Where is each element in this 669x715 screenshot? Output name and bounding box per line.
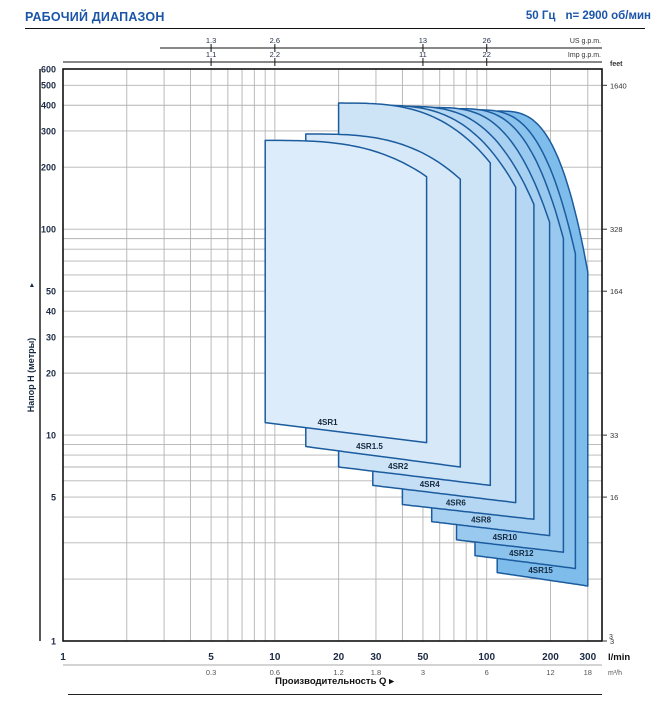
x-tick-label: 20	[333, 652, 345, 663]
x-top-tick-label-us: 1.3	[206, 36, 216, 45]
y-tick-label: 40	[46, 307, 56, 317]
x-axis-title: Производительность Q ▸	[0, 676, 669, 687]
frequency-value: 50 Гц	[525, 10, 556, 22]
x-secondary-tick-label: 6	[485, 668, 489, 677]
x-top-tick-label-imp: 11	[419, 50, 427, 59]
y-right-tick-label: 164	[610, 287, 623, 296]
y-tick-label: 1	[51, 636, 56, 646]
curve-label-4SR8: 4SR8	[471, 515, 492, 524]
x-unit-label-m3h: m³/h	[608, 670, 622, 677]
x-tick-label: 300	[579, 652, 596, 663]
x-secondary-tick-label: 0.3	[206, 668, 216, 677]
y-axis-arrow-icon: ▸	[27, 283, 36, 287]
x-unit-label-lmin: l/min	[608, 652, 630, 663]
x-top-tick-label-us: 13	[419, 36, 427, 45]
y-right-bottom-label: 3	[609, 634, 613, 641]
y-tick-label: 30	[46, 332, 56, 342]
y-right-tick-label: 1640	[610, 81, 627, 90]
speed-value: n= 2900 об/мин	[565, 10, 651, 22]
y-tick-label: 200	[41, 163, 56, 173]
x-top-tick-label-imp: 22	[483, 50, 491, 59]
y-tick-label: 300	[41, 126, 56, 136]
curve-label-4SR10: 4SR10	[493, 533, 518, 542]
curve-label-4SR15: 4SR15	[528, 566, 553, 575]
y-right-tick-label: 16	[610, 493, 618, 502]
x-tick-label: 50	[417, 652, 429, 663]
curve-label-4SR1: 4SR1	[318, 418, 339, 427]
footer-divider	[68, 694, 602, 695]
y-right-tick-label: 3	[610, 637, 614, 646]
x-tick-label: 100	[478, 652, 495, 663]
x-secondary-tick-label: 1.2	[333, 668, 343, 677]
x-top-unit-label-imp: Imp g.p.m.	[568, 52, 601, 59]
curve-label-4SR4: 4SR4	[420, 480, 441, 489]
plot-frame	[62, 68, 603, 642]
x-axis-title-label: Производительность Q	[275, 676, 387, 687]
header-divider	[25, 28, 645, 29]
x-tick-label: 10	[269, 652, 281, 663]
y-tick-label: 10	[46, 431, 56, 441]
x-top-tick-label-us: 26	[483, 36, 491, 45]
y-tick-label: 600	[41, 64, 56, 74]
x-top-tick-label-imp: 1.1	[206, 50, 216, 59]
x-top-tick-label-imp: 2.2	[270, 50, 280, 59]
y-tick-label: 5	[51, 492, 56, 502]
x-tick-label: 5	[208, 652, 214, 663]
x-secondary-tick-label: 3	[421, 668, 425, 677]
x-secondary-tick-label: 1.8	[371, 668, 381, 677]
curve-label-4SR1.5: 4SR1.5	[356, 442, 383, 451]
x-tick-label: 200	[542, 652, 559, 663]
y-tick-label: 50	[46, 287, 56, 297]
curve-label-4SR2: 4SR2	[388, 462, 409, 471]
y-right-tick-label: 328	[610, 225, 623, 234]
curve-label-4SR12: 4SR12	[509, 549, 534, 558]
curve-label-4SR6: 4SR6	[446, 498, 467, 507]
x-secondary-tick-label: 0.6	[270, 668, 280, 677]
x-tick-label: 30	[370, 652, 382, 663]
envelope-4SR1[interactable]	[264, 139, 428, 444]
y-axis-title: Напор H (метры)	[26, 338, 36, 413]
y-tick-label: 500	[41, 81, 56, 91]
header-operating-conditions: 50 Гц n= 2900 об/мин	[526, 10, 651, 22]
x-top-unit-label-us: US g.p.m.	[570, 38, 601, 45]
y-tick-label: 100	[41, 225, 56, 235]
y-right-tick-label: 33	[610, 431, 618, 440]
y-tick-label: 20	[46, 369, 56, 379]
x-secondary-tick-label: 12	[546, 668, 554, 677]
x-secondary-tick-label: 18	[584, 668, 592, 677]
x-tick-label: 1	[60, 652, 66, 663]
page-title: РАБОЧИЙ ДИАПАЗОН	[25, 10, 165, 24]
y-tick-label: 400	[41, 101, 56, 111]
y-right-unit-label: feet	[610, 61, 623, 68]
x-top-tick-label-us: 2.6	[270, 36, 280, 45]
arrow-right-icon: ▸	[389, 676, 394, 687]
